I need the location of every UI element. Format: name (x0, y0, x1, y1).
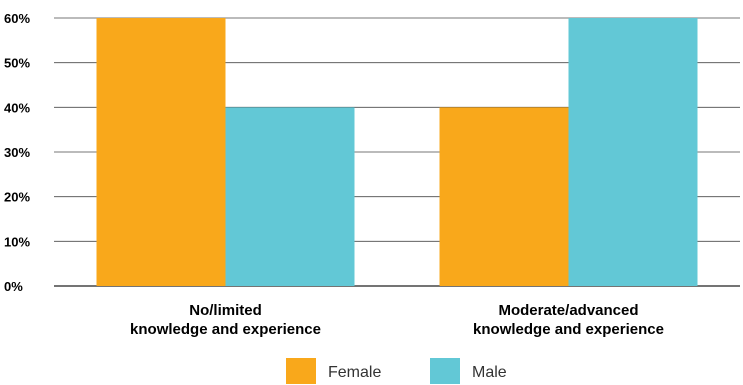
y-tick-label: 50% (4, 56, 30, 71)
y-tick-label: 40% (4, 100, 30, 115)
legend-swatch-female (286, 358, 316, 384)
y-tick-label: 20% (4, 190, 30, 205)
y-tick-label: 10% (4, 234, 30, 249)
bar-male-2 (568, 18, 698, 286)
legend: Female Male (286, 358, 507, 384)
x-category-label: knowledge and experience (473, 321, 664, 338)
legend-label-male: Male (472, 364, 507, 381)
y-tick-label: 30% (4, 145, 30, 160)
bar-female-1 (96, 18, 226, 286)
y-tick-label: 60% (4, 11, 30, 26)
y-tick-label: 0% (4, 279, 23, 294)
legend-swatch-male (430, 358, 460, 384)
x-category-label: No/limited (189, 302, 262, 319)
x-category-label: knowledge and experience (130, 321, 321, 338)
bars (96, 18, 698, 286)
bar-female-2 (439, 107, 569, 286)
bar-male-1 (225, 107, 355, 286)
x-axis-labels: No/limited knowledge and experience Modera… (130, 302, 664, 338)
x-category-label: Moderate/advanced (498, 302, 638, 319)
y-axis: 0% 10% 20% 30% 40% 50% 60% (4, 11, 30, 294)
legend-label-female: Female (328, 364, 381, 381)
